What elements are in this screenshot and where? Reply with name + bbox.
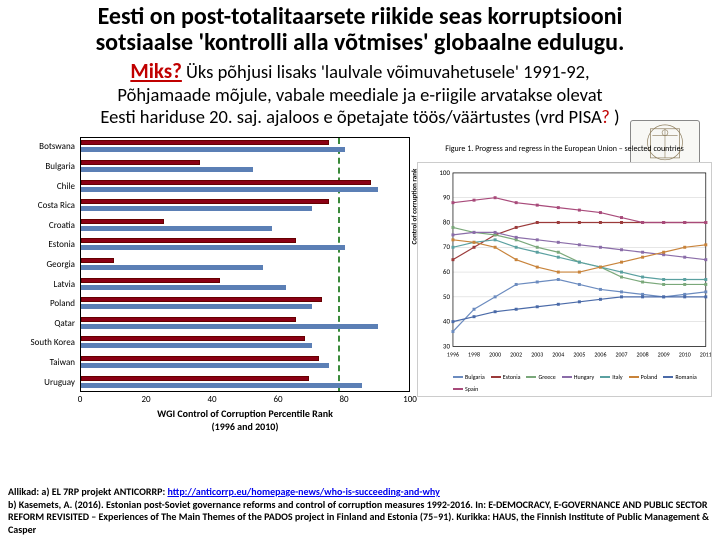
bar-label: South Korea	[0, 337, 75, 348]
svg-text:80: 80	[443, 218, 451, 227]
line-plot: 30 40 50 60 70 80 90 100 1996 1998 2000 2002 2003 200…	[418, 163, 711, 396]
legend-item: Romania	[663, 372, 696, 382]
charts-region: Botswana Bulgaria Chile Costa Rica Croatia Es…	[0, 132, 720, 427]
legend-item: Spain	[453, 384, 478, 394]
svg-text:2009: 2009	[658, 351, 670, 359]
bar-label: Costa Rica	[0, 200, 75, 211]
svg-text:2000: 2000	[489, 351, 501, 359]
svg-text:70: 70	[443, 243, 451, 252]
line-chart-title: Figure 1. Progress and regress in the Eu…	[417, 144, 712, 154]
bar-plot-area: BotswanaBulgariaChileCosta RicaCroatiaEs…	[80, 137, 410, 392]
svg-text:1998: 1998	[468, 351, 480, 359]
legend-item: Italy	[600, 372, 622, 382]
footer-link[interactable]: http://anticorrp.eu/homepage-news/who-is…	[167, 485, 439, 498]
legend-item: Bulgaria	[453, 372, 485, 382]
svg-text:2006: 2006	[594, 351, 606, 359]
miks-label: Miks?	[130, 58, 182, 84]
title-line-2: sotsiaalse 'kontrolli alla võtmises' glo…	[20, 30, 700, 56]
bar-label: Georgia	[0, 259, 75, 270]
svg-text:40: 40	[443, 317, 451, 326]
svg-text:2007: 2007	[615, 351, 627, 359]
svg-text:60: 60	[443, 267, 451, 276]
legend-item: Poland	[629, 372, 658, 382]
svg-text:100: 100	[439, 168, 450, 177]
sub1: Üks põhjusi lisaks 'laulvale võimuvahetu…	[182, 60, 590, 83]
bar-label: Croatia	[0, 220, 75, 231]
footer-sources: Allikad: a) EL 7RP projekt ANTICORRP: ht…	[8, 486, 712, 536]
bar-label: Bulgaria	[0, 161, 75, 172]
bar-label: Latvia	[0, 279, 75, 290]
footer-a-prefix: a) EL 7RP projekt ANTICORRP:	[39, 485, 167, 498]
line-chart: Control of corruption rank 3040506070809…	[417, 162, 712, 397]
bar-label: Chile	[0, 181, 75, 192]
title-line-1: Eesti on post-totalitaarsete riikide sea…	[20, 4, 700, 30]
svg-text:2002: 2002	[510, 351, 522, 359]
bar-label: Botswana	[0, 141, 75, 152]
svg-text:2008: 2008	[637, 351, 649, 359]
legend-item: Greece	[526, 372, 555, 382]
line-legend: Bulgaria Estonia Greece Hungary Italy Poland R…	[453, 372, 706, 394]
svg-text:2003: 2003	[531, 351, 543, 359]
bar-x-title: WGI Control of Corruption Percentile Ran…	[80, 407, 410, 433]
bar-chart: Botswana Bulgaria Chile Costa Rica Croatia Es…	[0, 132, 430, 427]
sub3a: Eesti hariduse 20. saj. ajaloos e õpetaj…	[100, 105, 601, 128]
svg-text:90: 90	[443, 193, 451, 202]
svg-text:2010: 2010	[679, 351, 691, 359]
svg-text:1996: 1996	[447, 351, 459, 359]
legend-item: Estonia	[491, 372, 521, 382]
bar-label: Qatar	[0, 318, 75, 329]
line-y-label: Control of corruption rank	[410, 169, 419, 245]
sub3b: )	[610, 105, 620, 128]
bar-label: Estonia	[0, 239, 75, 250]
legend-item: Hungary	[562, 372, 594, 382]
title: Eesti on post-totalitaarsete riikide sea…	[0, 0, 720, 59]
pisa-q: ?	[601, 105, 610, 128]
vitruvian-icon	[630, 120, 700, 165]
footer-label: Allikad:	[8, 485, 39, 498]
svg-text:2011: 2011	[700, 351, 711, 359]
subtitle: Miks? Üks põhjusi lisaks 'laulvale võimu…	[0, 59, 720, 129]
svg-text:2005: 2005	[573, 351, 585, 359]
svg-text:2004: 2004	[552, 351, 564, 359]
bar-label: Uruguay	[0, 377, 75, 388]
footer-b: b) Kasemets, A. (2016). Estonian post-So…	[8, 498, 709, 536]
bar-label: Poland	[0, 298, 75, 309]
svg-text:30: 30	[443, 342, 451, 351]
svg-text:50: 50	[443, 292, 451, 301]
bar-label: Taiwan	[0, 357, 75, 368]
sub2: Põhjamaade mõjule, vabale meediale ja e-…	[117, 83, 602, 106]
